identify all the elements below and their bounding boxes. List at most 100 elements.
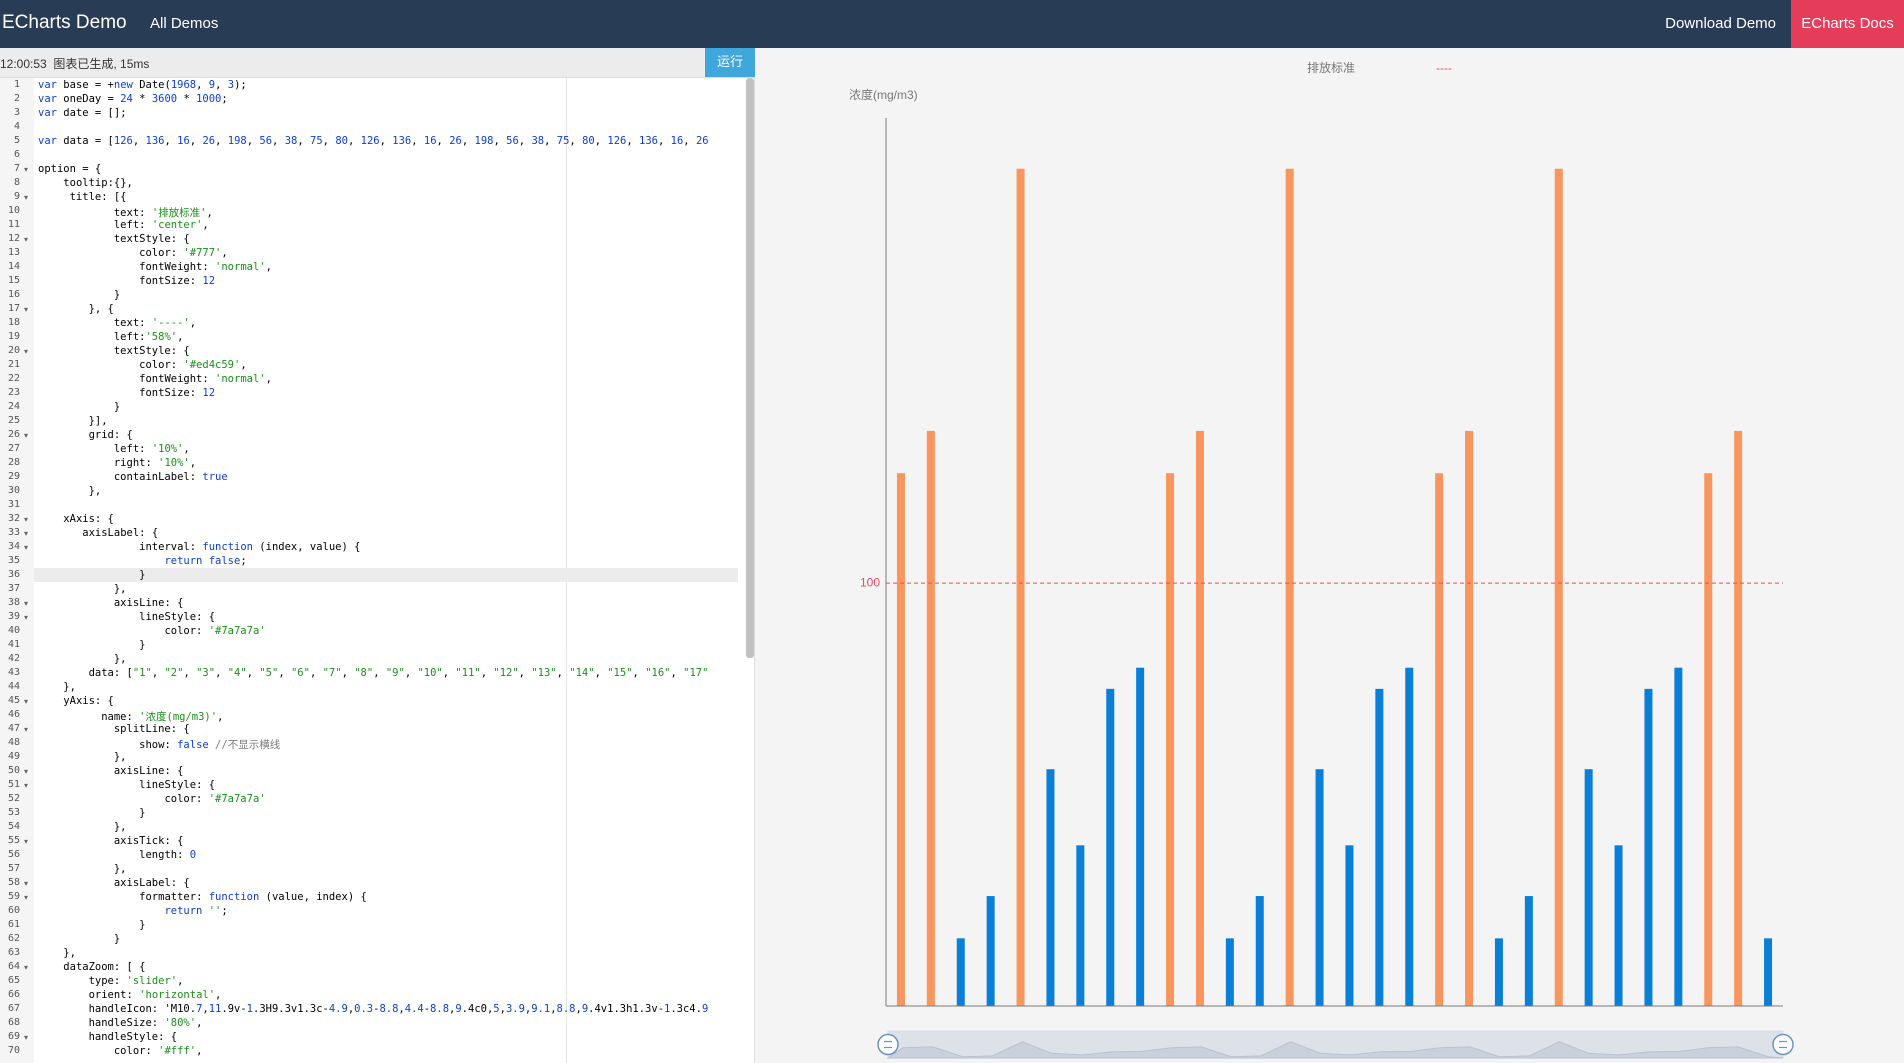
line-number: 30 [7, 485, 20, 496]
scrollbar[interactable] [746, 78, 754, 658]
bar [1375, 688, 1384, 1006]
code-line: name: '浓度(mg/m3)', [101, 711, 224, 723]
header: ECharts Demo All Demos Download Demo ECh… [0, 0, 1904, 48]
code-line: return ''; [164, 905, 228, 917]
code-line: return false; [164, 555, 247, 567]
code-line: lineStyle: { [139, 611, 216, 623]
line-number: 34 [7, 541, 20, 552]
line-number: 11 [7, 219, 20, 230]
fold-marker: ▾ [24, 543, 29, 552]
code-line: data: ["1", "2", "3", "4", "5", "6", "7"… [88, 667, 709, 679]
line-number: 17 [7, 303, 20, 314]
code-line: }, [38, 485, 102, 497]
bar [1166, 473, 1175, 1006]
line-number: 36 [7, 569, 20, 580]
line-number: 58 [7, 877, 20, 888]
active-line [34, 568, 738, 582]
line-number: 18 [7, 317, 20, 328]
gutter [0, 78, 34, 1063]
brand[interactable]: ECharts Demo [2, 12, 127, 33]
zoom-handle[interactable] [877, 1033, 899, 1056]
fold-marker: ▾ [24, 837, 29, 846]
zoom-handle[interactable] [1772, 1033, 1794, 1056]
code-line: dataZoom: [ { [63, 961, 146, 973]
line-number: 43 [7, 667, 20, 678]
line-number: 64 [7, 961, 20, 972]
fold-marker: ▾ [24, 431, 29, 440]
code-line: xAxis: { [63, 513, 114, 525]
line-number: 3 [13, 107, 20, 118]
line-number: 54 [7, 821, 20, 832]
download-link[interactable]: Download Demo [1665, 15, 1776, 32]
run-button[interactable]: 运行 [705, 48, 755, 77]
chart: 排放标准 ---- 浓度(mg/m3) 100 [755, 48, 1904, 1063]
code-line: right: '10%', [113, 457, 197, 469]
code-line: }, { [38, 303, 114, 315]
code-line: }, [38, 863, 127, 875]
line-number: 50 [7, 765, 20, 776]
bar [1435, 473, 1444, 1006]
chart-title: 排放标准 [1307, 60, 1355, 75]
bar [1285, 168, 1294, 1006]
line-number: 65 [7, 975, 20, 986]
line-number: 2 [13, 93, 20, 104]
code-line: lineStyle: { [139, 779, 216, 791]
code-line: orient: 'horizontal', [88, 989, 222, 1001]
code-line: } [38, 289, 121, 301]
line-number: 24 [7, 401, 20, 412]
fold-marker: ▾ [24, 893, 29, 902]
nav-link[interactable]: All Demos [150, 15, 219, 32]
code-line: axisTick: { [113, 835, 184, 847]
fold-marker: ▾ [24, 767, 29, 776]
code-line: yAxis: { [63, 695, 114, 707]
line-number: 39 [7, 611, 20, 622]
bar [926, 430, 935, 1006]
line-number: 69 [7, 1031, 20, 1042]
line-number: 62 [7, 933, 20, 944]
line-number: 14 [7, 261, 20, 272]
code-line: var base = +new Date(1968, 9, 3); [38, 79, 247, 91]
code-line: text: '排放标准', [113, 207, 213, 219]
line-number: 16 [7, 289, 20, 300]
code-line: }, [38, 821, 127, 833]
line-number: 4 [13, 121, 20, 132]
code-line: } [38, 401, 121, 413]
line-number: 9 [13, 191, 20, 202]
fold-marker: ▾ [24, 305, 29, 314]
bar [1614, 845, 1623, 1006]
code-line: }, [38, 751, 127, 763]
code-line: handleIcon: 'M10.7,11.9v-1.3H9.3v1.3c-4.… [88, 1003, 709, 1015]
line-number: 5 [13, 135, 20, 146]
line-number: 33 [7, 527, 20, 538]
code-line: length: 0 [139, 849, 197, 861]
line-number: 12 [7, 233, 20, 244]
docs-link[interactable]: ECharts Docs [1791, 0, 1904, 48]
line-number: 38 [7, 597, 20, 608]
code-line: var date = []; [38, 107, 127, 119]
fold-marker: ▾ [24, 725, 29, 734]
line-number: 47 [7, 723, 20, 734]
fold-marker: ▾ [24, 963, 29, 972]
line-number: 20 [7, 345, 20, 356]
bar [1764, 938, 1773, 1006]
bar [1106, 688, 1115, 1006]
line-number: 19 [7, 331, 20, 342]
bar [1345, 845, 1354, 1006]
code-line: grid: { [88, 429, 133, 441]
code-line: var oneDay = 24 * 3600 * 1000; [38, 93, 228, 105]
code-line: textStyle: { [113, 233, 190, 245]
code-line: color: '#7a7a7a' [164, 625, 266, 637]
chart-subtitle: ---- [1436, 61, 1452, 75]
code-line: var data = [126, 136, 16, 26, 198, 56, 3… [38, 135, 709, 147]
line-number: 29 [7, 471, 20, 482]
line-number: 7 [13, 163, 20, 174]
bar [956, 938, 965, 1006]
code-line: show: false //不显示横线 [139, 739, 281, 751]
bar [1255, 896, 1264, 1006]
fold-marker: ▾ [24, 347, 29, 356]
code-line: left:'58%', [113, 331, 184, 343]
code-line: }], [38, 415, 108, 427]
code-editor[interactable]: 1 var base = +new Date(1968, 9, 3); 2 var o… [0, 78, 755, 1063]
code-line: } [38, 639, 146, 651]
